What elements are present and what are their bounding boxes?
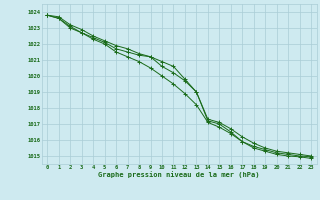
X-axis label: Graphe pression niveau de la mer (hPa): Graphe pression niveau de la mer (hPa) bbox=[99, 171, 260, 178]
